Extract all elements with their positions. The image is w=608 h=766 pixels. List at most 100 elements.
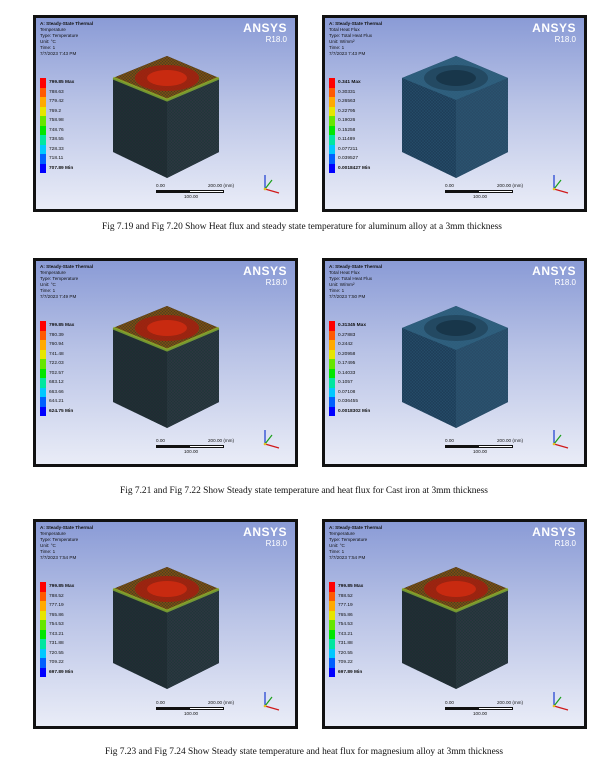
cube-model <box>400 567 509 690</box>
legend-swatch <box>40 78 46 88</box>
ansys-logo-text: ANSYS <box>532 525 576 539</box>
ansys-release: R18.0 <box>554 278 576 287</box>
result-header: A: Steady-State Thermal Temperature Type: … <box>329 525 382 561</box>
figure-panel-7-21: A: Steady-State Thermal Temperature Type: … <box>33 258 298 467</box>
ansys-logo: ANSYS R18.0 <box>243 21 287 45</box>
scale-end-label: 200.00 (mm) <box>497 438 524 443</box>
figure-panel-7-23: A: Steady-State Thermal Temperature Type: … <box>33 519 298 729</box>
axis-triad-icon[interactable] <box>255 686 283 714</box>
scale-mid-label: 100.00 <box>184 449 199 454</box>
scale-end-label: 200.00 (mm) <box>497 183 524 188</box>
hot-edge-band <box>400 587 509 613</box>
legend-swatch <box>329 620 335 630</box>
legend-value: 0.07108 <box>338 389 356 395</box>
scale-bar-graphic <box>156 445 224 448</box>
scale-mid-label: 100.00 <box>473 449 488 454</box>
analysis-title: A: Steady-State Thermal <box>329 525 383 530</box>
hot-spot-core <box>435 70 476 87</box>
figure-panel-7-20: A: Steady-State Thermal Total Heat Flux Ty… <box>322 15 587 212</box>
header-line: 7/7/2023 7:54 PM <box>329 555 366 560</box>
header-line: Unit: °C <box>40 282 56 287</box>
ansys-logo: ANSYS R18.0 <box>532 22 576 45</box>
header-line: Temperature <box>329 531 355 536</box>
legend-value: 728.33 <box>49 146 64 152</box>
scale-bar: 0.00 200.00 (mm) 100.00 <box>445 700 535 718</box>
mesh-overlay <box>112 56 219 179</box>
legend-value: 709.22 <box>338 660 353 665</box>
header-line: Unit: W/mm² <box>329 282 355 287</box>
legend-value: 0.0018427 Min <box>338 165 371 171</box>
scale-start-label: 0.00 <box>156 700 165 705</box>
legend-swatch <box>329 163 335 173</box>
legend-value: 788.52 <box>49 593 64 599</box>
analysis-title: A: Steady-State Thermal <box>329 264 383 269</box>
legend-swatch <box>329 406 335 416</box>
hot-spot-core <box>435 581 476 598</box>
legend-swatch <box>329 591 335 601</box>
legend-value: 0.2442 <box>338 342 353 347</box>
legend-value: 743.21 <box>49 631 64 637</box>
hot-spot-core <box>146 70 187 87</box>
legend-value: 0.036455 <box>338 399 359 404</box>
mesh-overlay <box>401 567 508 690</box>
legend-swatch <box>40 349 46 359</box>
legend-value: 0.077211 <box>338 146 358 152</box>
scale-start-label: 0.00 <box>156 183 165 188</box>
legend-value: 754.53 <box>49 622 64 627</box>
mesh-overlay <box>401 56 508 179</box>
legend-value: 0.22795 <box>338 108 356 114</box>
ansys-logo-text: ANSYS <box>532 264 576 278</box>
axis-triad-icon[interactable] <box>544 424 572 452</box>
axis-triad-icon[interactable] <box>255 424 283 452</box>
scale-end-label: 200.00 (mm) <box>208 438 235 443</box>
legend-value: 0.27883 <box>338 332 356 338</box>
scale-start-label: 0.00 <box>445 438 454 443</box>
axis-triad-icon[interactable] <box>544 686 572 714</box>
legend-swatch <box>329 397 335 407</box>
legend-swatch <box>329 648 335 658</box>
legend-value: 748.76 <box>49 127 64 133</box>
legend-value: 697.89 Min <box>338 669 363 675</box>
analysis-title: A: Steady-State Thermal <box>40 21 94 26</box>
ansys-release: R18.0 <box>265 539 287 548</box>
legend-swatch <box>329 135 335 145</box>
analysis-title: A: Steady-State Thermal <box>40 264 94 269</box>
result-header: A: Steady-State Thermal Temperature Type: … <box>40 21 93 57</box>
scale-bar-graphic <box>445 445 513 448</box>
ansys-logo: ANSYS R18.0 <box>243 265 287 288</box>
legend-swatch <box>40 321 46 331</box>
scale-mid-label: 100.00 <box>184 711 199 716</box>
header-line: Unit: °C <box>40 543 56 548</box>
legend-swatch <box>329 78 335 88</box>
scale-bar-graphic <box>156 707 224 710</box>
hot-spot-core <box>146 319 187 336</box>
cube-model <box>111 56 220 179</box>
legend-swatch <box>329 144 335 154</box>
header-line: 7/7/2023 7:49 PM <box>40 294 77 299</box>
legend-swatch <box>40 154 46 164</box>
axis-triad-icon[interactable] <box>255 169 283 197</box>
scale-bar-graphic <box>445 190 513 193</box>
legend-value: 769.2 <box>49 108 62 114</box>
legend-value: 780.39 <box>49 332 64 338</box>
ansys-logo-text: ANSYS <box>243 21 287 35</box>
legend-value: 0.039527 <box>338 156 359 161</box>
legend-value: 707.89 Min <box>49 165 74 171</box>
header-line: 7/7/2023 7:43 PM <box>329 51 366 56</box>
legend-value: 0.17495 <box>338 361 356 366</box>
legend-swatch <box>40 610 46 620</box>
legend-value: 0.31345 Max <box>338 323 367 328</box>
legend-swatch <box>329 154 335 164</box>
legend-value: 0.19026 <box>338 118 356 123</box>
legend-value: 799.85 Max <box>49 80 75 85</box>
legend-swatch <box>329 330 335 340</box>
legend-swatch <box>40 368 46 378</box>
axis-triad-icon[interactable] <box>544 169 572 197</box>
legend-swatch <box>40 387 46 397</box>
legend-swatch <box>329 340 335 350</box>
scale-bar: 0.00 200.00 (mm) 100.00 <box>156 438 246 456</box>
legend-value: 722.03 <box>49 361 64 366</box>
header-line: 7/7/2023 7:43 PM <box>40 51 77 56</box>
legend-swatch <box>40 106 46 116</box>
legend-swatch <box>40 397 46 407</box>
